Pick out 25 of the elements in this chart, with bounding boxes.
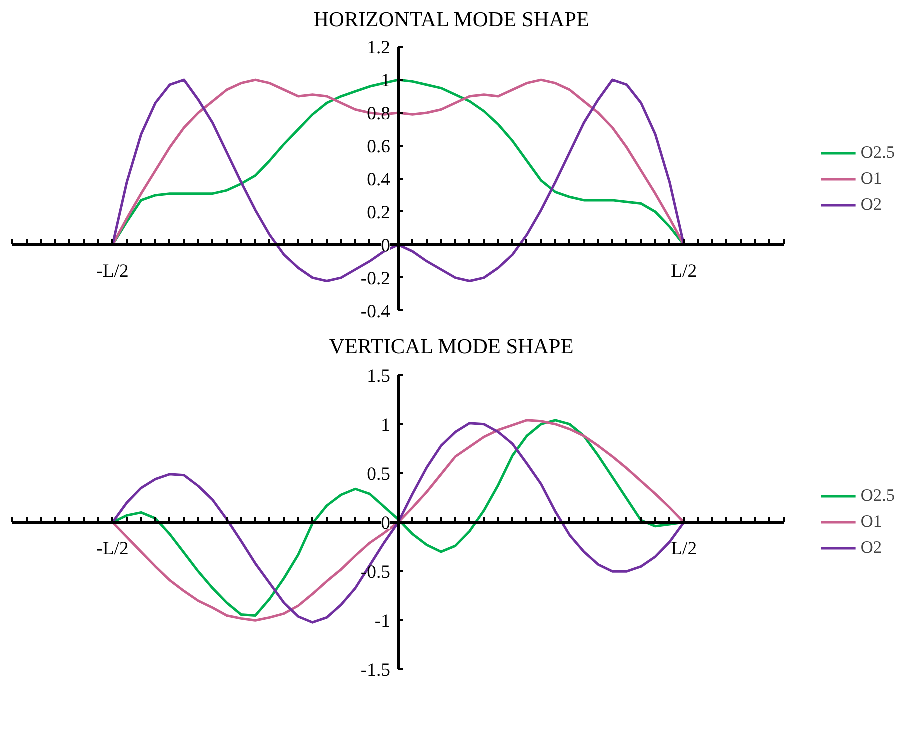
legend-label: O2.5 <box>860 486 895 506</box>
x-tick-label: -L/2 <box>96 538 129 560</box>
y-tick-label: -1 <box>374 611 390 632</box>
legend-label: O1 <box>860 512 882 532</box>
y-tick-label: -0.4 <box>360 301 392 322</box>
x-tick-label: L/2 <box>671 538 698 560</box>
legend-label: O2 <box>860 194 882 214</box>
y-tick-label: -0.2 <box>360 268 390 290</box>
chart-title: HORIZONTAL MODE SHAPE <box>314 8 590 32</box>
y-tick-label: 0.5 <box>367 464 390 485</box>
legend-label: O1 <box>860 168 882 188</box>
y-tick-label: 0 <box>381 513 390 534</box>
y-tick-label: -1.5 <box>360 660 390 682</box>
legend-label: O2.5 <box>860 142 895 162</box>
legend-label: O2 <box>860 538 882 558</box>
y-tick-label: 1.5 <box>367 366 390 387</box>
y-tick-label: 0.2 <box>367 202 390 224</box>
y-tick-label: 1.2 <box>367 38 390 59</box>
y-tick-label: 0.6 <box>367 136 390 158</box>
y-tick-label: 1 <box>381 414 390 436</box>
y-tick-label: 0 <box>381 235 390 256</box>
x-tick-label: -L/2 <box>96 260 129 282</box>
x-tick-label: L/2 <box>671 260 698 282</box>
chart-title: VERTICAL MODE SHAPE <box>329 334 574 358</box>
y-tick-label: 0.4 <box>367 170 392 190</box>
